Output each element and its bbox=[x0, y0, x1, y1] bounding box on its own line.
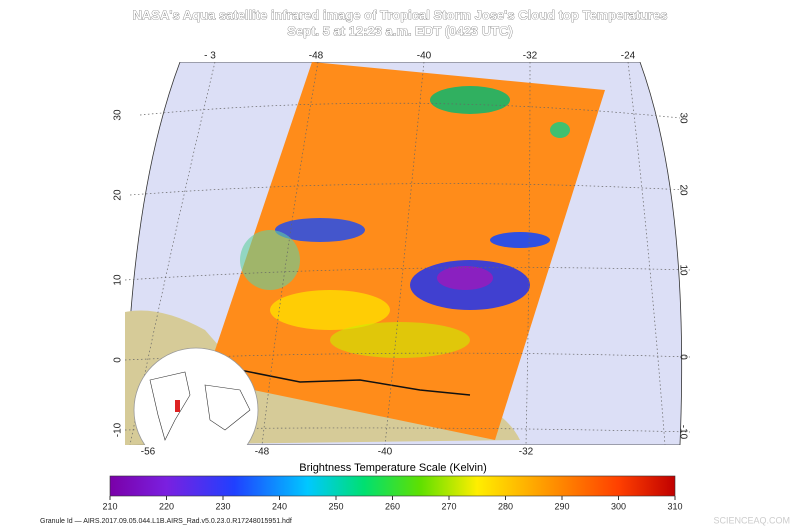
lon-bottom-label: -48 bbox=[255, 447, 270, 458]
lat-left-label: 10 bbox=[113, 274, 124, 286]
map bbox=[125, 62, 690, 445]
lon-top-label: -40 bbox=[417, 51, 432, 62]
colorbar-tick-label: 230 bbox=[215, 501, 230, 511]
subtitle: Sept. 5 at 12:23 a.m. EDT (0423 UTC) bbox=[287, 23, 512, 38]
lat-left-label: -10 bbox=[113, 422, 124, 437]
lat-left-label: 0 bbox=[113, 357, 124, 363]
cloud-features bbox=[240, 86, 570, 358]
lat-left-label: 20 bbox=[113, 189, 124, 201]
lat-right-label: -10 bbox=[677, 425, 688, 440]
lat-right-label: 30 bbox=[677, 112, 688, 124]
title: NASA's Aqua satellite infrared image of … bbox=[133, 7, 668, 22]
inset-globe bbox=[133, 347, 259, 445]
lat-left-label: 30 bbox=[113, 109, 124, 121]
lon-bottom-label: -56 bbox=[141, 447, 156, 458]
lon-top-label: - 3 bbox=[204, 51, 216, 62]
lat-right-label: 20 bbox=[677, 184, 688, 196]
granule-id: Granule Id — AIRS.2017.09.05.044.L1B.AIR… bbox=[40, 518, 292, 525]
swath bbox=[205, 62, 605, 440]
colorbar-tick-label: 310 bbox=[667, 501, 682, 511]
colorbar-tick-label: 280 bbox=[498, 501, 513, 511]
lon-bottom-label: -40 bbox=[378, 447, 393, 458]
colorbar-title: Brightness Temperature Scale (Kelvin) bbox=[299, 462, 487, 474]
watermark: SCIENCEAQ.COM bbox=[713, 515, 790, 525]
lat-right-label: 10 bbox=[677, 264, 688, 276]
colorbar-tick-label: 220 bbox=[159, 501, 174, 511]
lat-right-label: 0 bbox=[677, 354, 688, 360]
colorbar-tick-label: 210 bbox=[102, 501, 117, 511]
colorbar-tick-label: 290 bbox=[554, 501, 569, 511]
lon-top-label: -24 bbox=[621, 51, 636, 62]
colorbar-tick-label: 270 bbox=[441, 501, 456, 511]
colorbar-tick-label: 250 bbox=[328, 501, 343, 511]
lon-bottom-label: -32 bbox=[519, 447, 534, 458]
lon-top-label: -48 bbox=[309, 51, 324, 62]
colorbar-tick-label: 260 bbox=[385, 501, 400, 511]
colorbar bbox=[109, 475, 676, 497]
colorbar-tick-label: 300 bbox=[611, 501, 626, 511]
lon-top-label: -32 bbox=[523, 51, 538, 62]
colorbar-tick-label: 240 bbox=[272, 501, 287, 511]
